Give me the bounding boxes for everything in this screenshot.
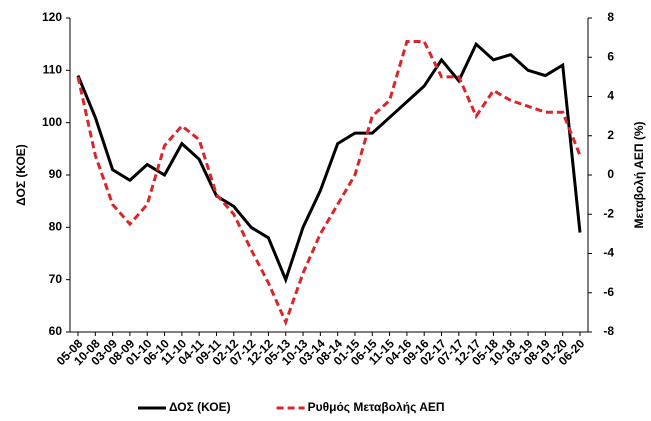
y2-tick-label: 2 — [607, 128, 614, 142]
y2-tick-label: -6 — [603, 285, 614, 299]
y2-axis-label: Μεταβολή ΑΕΠ (%) — [632, 122, 646, 229]
y2-tick-label: 4 — [607, 89, 614, 103]
series-line — [76, 41, 582, 284]
y-tick-label: 60 — [49, 324, 63, 338]
y-tick-label: 120 — [42, 10, 62, 24]
y2-tick-label: -2 — [603, 206, 614, 220]
y-tick-label: 70 — [49, 272, 63, 286]
y-tick-label: 80 — [49, 220, 63, 234]
y2-tick-label: 0 — [607, 167, 614, 181]
y2-tick-label: -4 — [603, 246, 614, 260]
y-tick-label: 90 — [49, 167, 63, 181]
legend-label: ΔΟΣ (ΚΟΕ) — [169, 400, 231, 414]
y2-tick-label: -8 — [603, 324, 614, 338]
y2-tick-label: 6 — [607, 49, 614, 63]
legend-label: Ρυθμός Μεταβολής ΑΕΠ — [308, 400, 445, 414]
y-tick-label: 110 — [43, 63, 63, 77]
y-tick-label: 100 — [42, 115, 62, 129]
y2-tick-label: 8 — [607, 10, 614, 24]
series-line — [76, 40, 582, 327]
y-axis-label: ΔΟΣ (ΚΟΕ) — [14, 144, 28, 206]
